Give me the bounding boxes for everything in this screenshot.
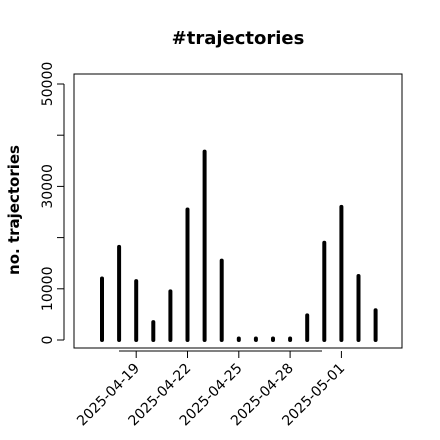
y-tick-label: 50000 — [40, 62, 56, 107]
bars — [100, 149, 378, 342]
y-tick-label: 0 — [40, 336, 56, 345]
x-axis: 2025-04-192025-04-222025-04-252025-04-28… — [74, 350, 348, 429]
plot-frame — [73, 73, 403, 349]
y-tick-label: 30000 — [40, 164, 56, 209]
chart-title: #trajectories — [172, 28, 305, 49]
y-axis-label: no. trajectories — [5, 145, 23, 275]
y-tick-label: 10000 — [40, 267, 56, 312]
y-axis: 0 10000 30000 50000 — [40, 62, 65, 345]
